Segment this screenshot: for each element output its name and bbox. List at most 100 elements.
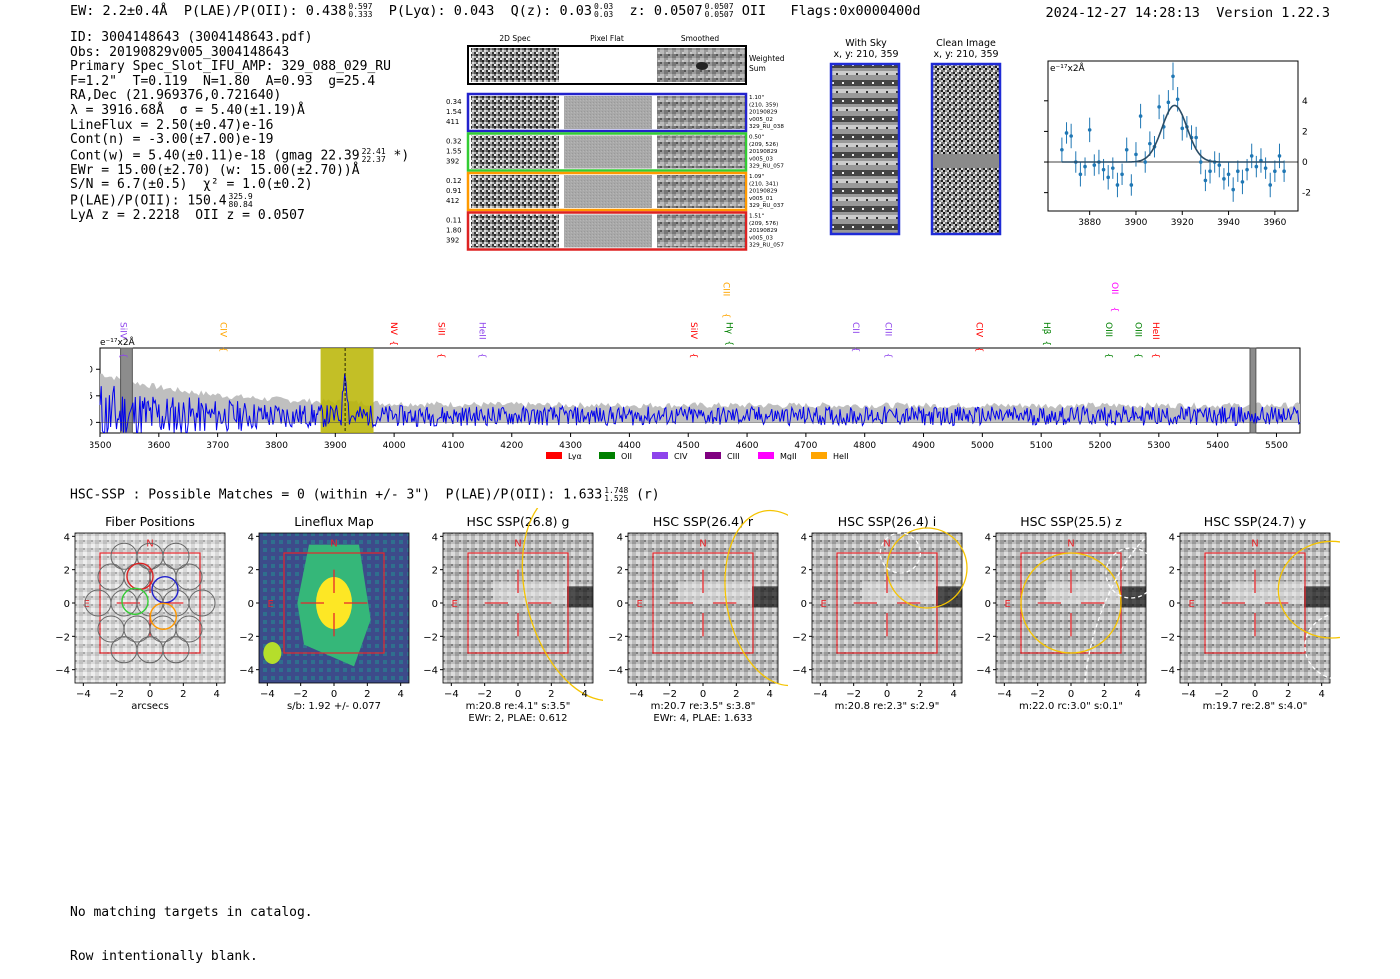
fiber-circle bbox=[175, 615, 203, 643]
legend-swatch bbox=[705, 452, 721, 459]
aperture-box bbox=[652, 552, 754, 654]
emission-line-bracket: { bbox=[1041, 340, 1051, 346]
fit-xtick-label: 3880 bbox=[1078, 218, 1101, 228]
fit-point bbox=[1124, 147, 1129, 152]
cutout-row: 0.34 1.54 411 1.10"(210, 359) 20190829v005_0… bbox=[446, 92, 784, 133]
east-label: E bbox=[268, 599, 274, 610]
spec-xtick-label: 5400 bbox=[1206, 441, 1229, 451]
spec-unit-label: e⁻¹⁷x2Å bbox=[100, 336, 136, 348]
image-panel: HSC SSP(25.5) z N E −4 −4 −2 −2 0 0 2 2 4 4 m:22.0 rc… bbox=[976, 514, 1156, 723]
panel-xtick-label: −4 bbox=[997, 689, 1012, 700]
spec-ytick-label: 2.5 bbox=[90, 392, 93, 402]
legend-label: MgII bbox=[780, 452, 797, 460]
fit-point bbox=[1208, 169, 1212, 174]
image-panel: HSC SSP(26.4) r N E −4 −4 −2 −2 0 0 2 2 4 4 m:20.7 re… bbox=[608, 509, 788, 723]
fit-point bbox=[1060, 147, 1064, 152]
panel-title: Fiber Positions bbox=[105, 514, 195, 529]
emission-line-text: SiII bbox=[435, 322, 445, 336]
fit-point bbox=[1282, 169, 1286, 174]
emission-line-label: CIV { bbox=[974, 322, 984, 352]
emission-line-text: HeII bbox=[1150, 322, 1160, 340]
emission-line-bracket: { bbox=[218, 347, 228, 353]
emission-line-text: OIII bbox=[1132, 322, 1142, 337]
footer-line-2: Row intentionally blank. bbox=[70, 948, 258, 964]
spec-xtick-label: 4900 bbox=[912, 441, 935, 451]
panel-ytick-label: −2 bbox=[608, 632, 623, 643]
sky-images bbox=[829, 62, 1002, 236]
east-label: E bbox=[1005, 599, 1011, 610]
panel-xtick-label: 0 bbox=[147, 689, 153, 700]
panel-ytick-label: 0 bbox=[432, 599, 438, 610]
panel-image bbox=[995, 532, 1147, 684]
catalog-ellipse bbox=[1020, 552, 1122, 654]
info-id: ID: 3004148643 (3004148643.pdf) bbox=[70, 30, 313, 45]
catalog-ellipse bbox=[1277, 540, 1340, 639]
spec-xtick-label: 4700 bbox=[794, 441, 817, 451]
panel-xtick-label: 4 bbox=[581, 689, 587, 700]
emission-line-bracket: { bbox=[721, 313, 731, 319]
fit-point bbox=[1217, 163, 1222, 167]
panel-xtick-label: 2 bbox=[1285, 689, 1291, 700]
panel-title: HSC SSP(24.7) y bbox=[1204, 514, 1307, 529]
cutout-note: (210, 341) bbox=[749, 181, 778, 187]
flux-peak bbox=[316, 577, 352, 629]
panel-xtick-label: −2 bbox=[1214, 689, 1229, 700]
spec-xtick-label: 3800 bbox=[265, 441, 288, 451]
fit-point bbox=[1245, 167, 1249, 172]
cutout-stat: 412 bbox=[446, 197, 459, 205]
panel-xtick-label: −4 bbox=[813, 689, 828, 700]
catalog-ellipse bbox=[521, 508, 603, 702]
aperture-box bbox=[283, 552, 385, 654]
panel-ytick-label: 4 bbox=[617, 532, 623, 543]
panel-caption: m:19.7 re:2.8" s:4.0" bbox=[1203, 701, 1308, 712]
emission-line-text: CIII bbox=[882, 322, 892, 336]
fit-point bbox=[1222, 177, 1226, 181]
emission-line-bracket: { bbox=[974, 347, 984, 353]
legend-swatch bbox=[811, 452, 827, 459]
panel-xtick-label: 0 bbox=[1252, 689, 1258, 700]
panel-ytick-label: 4 bbox=[801, 532, 807, 543]
fit-point bbox=[1175, 97, 1180, 102]
fit-gaussian-curve bbox=[1061, 104, 1285, 163]
plae-hi: 0.597 bbox=[348, 2, 373, 11]
panel-ytick-label: −2 bbox=[55, 632, 70, 643]
info-contw: Cont(w) = 5.40(±0.11)e-18 (gmag 22.39 bbox=[70, 148, 360, 164]
panel-ytick-label: −4 bbox=[239, 666, 254, 677]
legend-label: OII bbox=[621, 452, 632, 460]
emission-line-bracket: { bbox=[118, 353, 128, 359]
emission-line-bracket: { bbox=[1150, 353, 1160, 359]
plae-lo: 0.333 bbox=[348, 10, 373, 19]
north-label: N bbox=[146, 538, 153, 549]
panel-ytick-label: 0 bbox=[801, 599, 807, 610]
panel-ytick-label: −4 bbox=[792, 666, 807, 677]
emission-line-label: HeII { bbox=[476, 322, 486, 359]
emission-line-bracket: { bbox=[882, 353, 892, 359]
cutout-row: 0.32 1.55 392 0.50"(209, 526)20190829v005_0… bbox=[446, 132, 784, 172]
panel-ytick-label: 2 bbox=[248, 566, 254, 577]
image-panel: Lineflux Map N E −4 −4 −2 −2 0 0 2 2 4 4 s/b: 1.92 +/… bbox=[239, 514, 410, 712]
north-label: N bbox=[1067, 538, 1074, 549]
detection-info: ID: 3004148643 (3004148643.pdf) Obs: 201… bbox=[70, 30, 409, 224]
flux-blob bbox=[263, 642, 282, 664]
north-label: N bbox=[514, 538, 521, 549]
masked-band bbox=[120, 347, 133, 434]
info-contw-row: Cont(w) = 5.40(±0.11)e-18 (gmag 22.39 22.… bbox=[70, 147, 409, 164]
spec-xtick-label: 4300 bbox=[559, 441, 582, 451]
cutout-stat: 0.34 bbox=[446, 98, 462, 106]
emission-line-bracket: { bbox=[476, 353, 486, 359]
panel-ytick-label: −4 bbox=[976, 666, 991, 677]
emission-line-text: CII bbox=[850, 322, 860, 334]
col-2d-spec: 2D Spec bbox=[499, 34, 530, 43]
panel-ytick-label: 4 bbox=[248, 532, 254, 543]
hsc-lo: 1.525 bbox=[604, 494, 629, 503]
catalog-footer: No matching targets in catalog. Row inte… bbox=[70, 877, 313, 979]
panel-title: HSC SSP(26.8) g bbox=[467, 514, 570, 529]
panel-ytick-label: 2 bbox=[1169, 566, 1175, 577]
fit-point bbox=[1198, 160, 1203, 164]
panel-ytick-label: −2 bbox=[1160, 632, 1175, 643]
panel-xtick-label: 4 bbox=[950, 689, 956, 700]
fit-point bbox=[1277, 154, 1282, 158]
cutout-note: 20190829 bbox=[749, 228, 778, 234]
emission-line-label: OIII { bbox=[1132, 322, 1142, 359]
info-radec: RA,Dec (21.969376,0.721640) bbox=[70, 88, 282, 104]
